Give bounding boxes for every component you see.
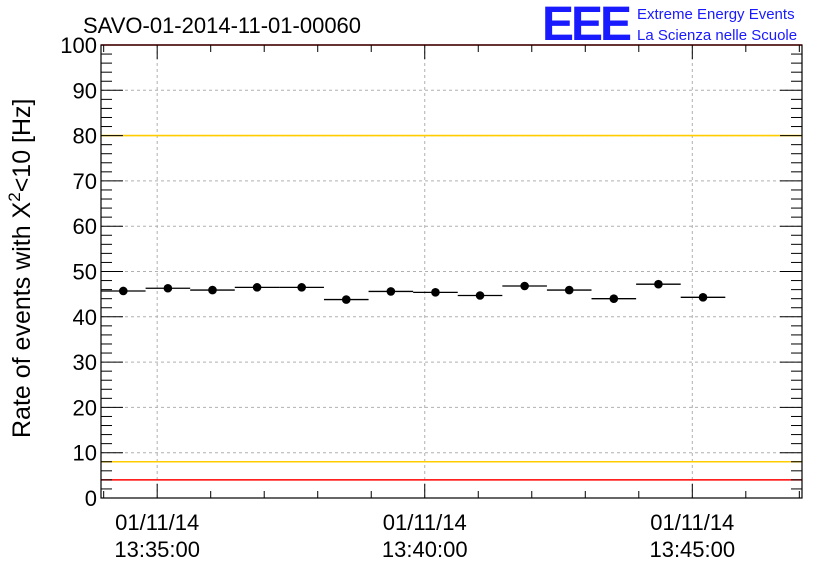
data-point-marker <box>341 295 351 304</box>
plot-frame <box>100 44 803 499</box>
x-tick-label-time: 13:40:00 <box>382 537 468 562</box>
data-point <box>457 291 503 300</box>
data-point <box>546 285 592 295</box>
y-axis-label: Rate of events with X2<10 [Hz] <box>5 98 36 438</box>
y-tick-label: 20 <box>73 395 97 420</box>
data-point <box>413 288 458 297</box>
x-tick-label-time: 13:45:00 <box>649 537 735 562</box>
tick-labels: 010203040506070809010001/11/1413:35:0001… <box>60 33 735 562</box>
y-tick-label: 0 <box>85 486 97 511</box>
axes <box>100 44 803 499</box>
data-point <box>279 283 324 292</box>
eee-logo: EEE Extreme Energy Events La Scienza nel… <box>542 0 797 51</box>
chart-title: SAVO-01-2014-11-01-00060 <box>83 13 361 38</box>
data-point <box>323 295 369 304</box>
x-tick-label-date: 01/11/14 <box>650 510 734 535</box>
data-point-marker <box>163 283 173 293</box>
data-point-marker <box>252 283 262 292</box>
x-tick-label-date: 01/11/14 <box>383 510 467 535</box>
reference-lines <box>101 44 802 481</box>
y-axis-label-sup: 2 <box>5 192 24 201</box>
data-point <box>368 287 414 296</box>
data-point-marker <box>698 293 708 302</box>
data-point <box>145 283 191 293</box>
data-point <box>636 279 681 289</box>
y-tick-label: 90 <box>73 78 97 103</box>
data-point <box>190 285 235 295</box>
data-points <box>101 279 726 304</box>
y-axis-label-main: Rate of events with X <box>8 201 36 438</box>
data-point-marker <box>118 286 128 296</box>
data-point-marker <box>297 283 306 292</box>
logo-mark: EEE <box>542 0 631 51</box>
data-point <box>680 293 726 302</box>
y-tick-label: 70 <box>73 169 97 194</box>
y-axis-label-rest: <10 [Hz] <box>8 98 36 192</box>
data-point <box>502 281 547 291</box>
y-tick-label: 30 <box>73 350 97 375</box>
logo-line-1: Extreme Energy Events <box>637 6 795 23</box>
data-point-marker <box>208 285 217 295</box>
data-point-marker <box>475 291 485 300</box>
y-tick-label: 50 <box>73 260 97 285</box>
data-point <box>101 286 146 296</box>
data-point-marker <box>564 285 574 295</box>
y-tick-label: 40 <box>73 305 97 330</box>
data-point-marker <box>431 288 440 297</box>
y-tick-label: 60 <box>73 214 97 239</box>
data-point-marker <box>609 294 619 303</box>
logo-line-2: La Scienza nelle Scuole <box>637 27 797 44</box>
data-point <box>591 294 637 303</box>
data-point <box>234 283 280 292</box>
y-tick-label: 80 <box>73 124 97 149</box>
x-tick-label-date: 01/11/14 <box>115 510 199 535</box>
x-tick-label-time: 13:35:00 <box>114 537 200 562</box>
data-point-marker <box>520 281 529 291</box>
data-point-marker <box>386 287 396 296</box>
y-tick-label: 10 <box>73 441 97 466</box>
data-point-marker <box>654 279 663 289</box>
y-tick-label: 100 <box>60 33 97 58</box>
grid <box>101 45 802 498</box>
